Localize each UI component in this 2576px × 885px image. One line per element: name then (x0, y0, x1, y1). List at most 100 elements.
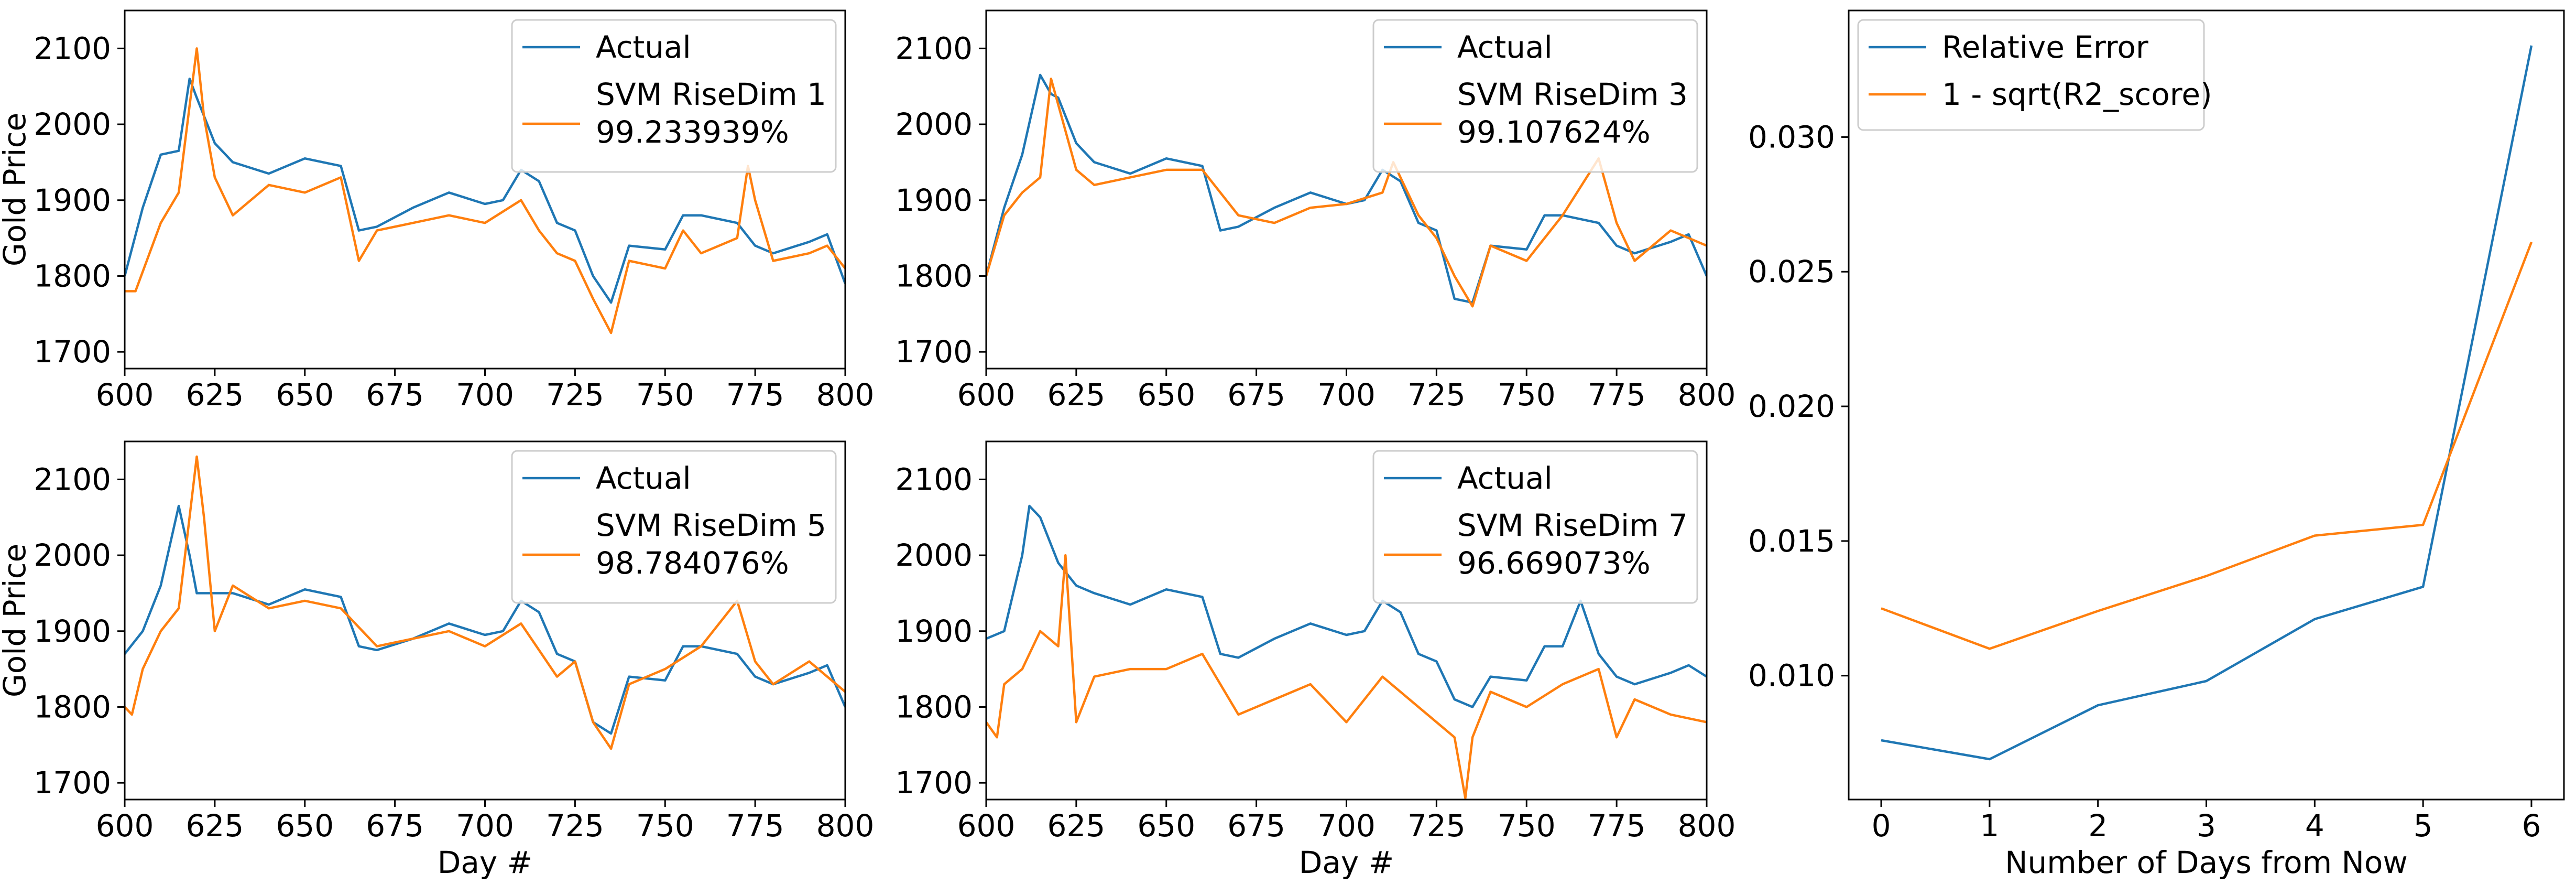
x-tick-label: 800 (1678, 808, 1736, 844)
legend-box (511, 19, 837, 173)
x-tick-label: 700 (456, 808, 514, 844)
y-tick-label: 1900 (895, 182, 973, 218)
y-tick-label: 2100 (895, 461, 973, 497)
y-axis-label: Gold Price (0, 544, 32, 697)
x-tick-label: 3 (2197, 808, 2216, 844)
y-tick-label: 2000 (34, 106, 111, 142)
y-tick-label: 0.025 (1748, 254, 1835, 289)
x-tick-label: 600 (96, 808, 154, 844)
x-tick-label: 750 (1498, 808, 1556, 844)
x-tick-label: 800 (816, 377, 875, 413)
series-line-1 (1881, 241, 2533, 650)
x-tick-label: 675 (1227, 808, 1285, 844)
x-tick-label: 700 (1317, 808, 1376, 844)
x-tick-label: 650 (1137, 377, 1195, 413)
legend-label-1: SVM RiseDim 5 (596, 508, 826, 543)
legend: Actual SVM RiseDim 199.233939% (511, 19, 837, 173)
legend: Actual SVM RiseDim 598.784076% (511, 450, 837, 604)
legend-label-1: 99.233939% (596, 114, 789, 150)
x-tick-label: 700 (1317, 377, 1376, 413)
x-tick-label: 750 (636, 808, 694, 844)
x-tick-label: 625 (186, 808, 244, 844)
x-tick-label: 0 (1872, 808, 1891, 844)
legend-label-1: SVM RiseDim 1 (596, 77, 826, 112)
legend-label-0: Actual (596, 29, 691, 65)
y-tick-label: 2100 (895, 30, 973, 66)
x-tick-label: 650 (276, 377, 334, 413)
series-line-1 (986, 554, 1707, 800)
legend-label-1: SVM RiseDim 7 (1457, 508, 1688, 543)
legend-label-0: Actual (1457, 29, 1553, 65)
y-tick-label: 1700 (895, 765, 973, 801)
series-line-0 (125, 504, 845, 735)
y-tick-label: 0.030 (1748, 119, 1835, 155)
y-tick-label: 1800 (895, 689, 973, 725)
legend-box (511, 450, 837, 604)
x-tick-label: 775 (1588, 808, 1646, 844)
x-tick-label: 725 (1407, 808, 1466, 844)
x-tick-label: 675 (1227, 377, 1285, 413)
x-tick-label: 2 (2088, 808, 2108, 844)
x-tick-label: 650 (1137, 808, 1195, 844)
chart-error-vs-days: 0 1 2 3 4 5 6 0.010 0.015 0.020 0.025 0.030 Number o… (1748, 9, 2565, 880)
legend-label-1: 96.669073% (1457, 545, 1651, 581)
y-tick-label: 1800 (34, 258, 111, 294)
x-tick-label: 750 (1498, 377, 1556, 413)
x-tick-label: 5 (2414, 808, 2433, 844)
x-axis-label: Day # (438, 845, 533, 880)
legend-label-0: Actual (1457, 460, 1553, 496)
y-tick-label: 0.010 (1748, 658, 1835, 694)
x-tick-label: 625 (186, 377, 244, 413)
x-tick-label: 725 (546, 808, 604, 844)
legend-label-0: Actual (596, 460, 691, 496)
x-tick-label: 725 (546, 377, 604, 413)
y-tick-label: 1700 (34, 334, 111, 370)
y-tick-label: 0.015 (1748, 523, 1835, 559)
legend-label-0: Relative Error (1942, 29, 2148, 65)
chart-svm-risedim-1: 600 625 650 675 700 725 750 775 800 1700 1800 1900 2… (0, 9, 875, 413)
y-tick-label: 0.020 (1748, 388, 1835, 424)
x-tick-label: 675 (366, 377, 424, 413)
y-tick-label: 2000 (34, 537, 111, 573)
series-line-0 (986, 73, 1707, 304)
y-tick-label: 2100 (34, 30, 111, 66)
series-line-1 (125, 47, 845, 334)
x-tick-label: 600 (957, 377, 1016, 413)
x-tick-label: 625 (1047, 808, 1106, 844)
y-tick-label: 2100 (34, 461, 111, 497)
x-tick-label: 725 (1407, 377, 1466, 413)
y-tick-label: 1900 (34, 613, 111, 649)
series-line-1 (125, 455, 845, 750)
y-tick-label: 2000 (895, 106, 973, 142)
x-tick-label: 675 (366, 808, 424, 844)
x-tick-label: 775 (1588, 377, 1646, 413)
x-axis-label: Day # (1299, 845, 1394, 880)
y-tick-label: 1800 (895, 258, 973, 294)
y-tick-label: 1900 (34, 182, 111, 218)
legend-box (1372, 450, 1698, 604)
x-tick-label: 750 (636, 377, 694, 413)
legend: Relative Error 1 - sqrt(R2_score) (1857, 19, 2212, 131)
series-line-0 (1881, 45, 2533, 761)
x-axis-label: Number of Days from Now (2005, 845, 2408, 880)
legend-label-1: 1 - sqrt(R2_score) (1942, 77, 2212, 112)
y-tick-label: 2000 (895, 537, 973, 573)
legend: Actual SVM RiseDim 796.669073% (1372, 450, 1698, 604)
x-tick-label: 775 (726, 808, 784, 844)
legend-label-1: SVM RiseDim 3 (1457, 77, 1688, 112)
x-tick-label: 625 (1047, 377, 1106, 413)
y-tick-label: 1800 (34, 689, 111, 725)
legend-label-1: 98.784076% (596, 545, 789, 581)
legend-label-1: 99.107624% (1457, 114, 1651, 150)
chart-svm-risedim-3: 600 625 650 675 700 725 750 775 800 1700 1800 1900 2… (895, 9, 1736, 413)
x-tick-label: 600 (96, 377, 154, 413)
y-tick-label: 1700 (895, 334, 973, 370)
series-line-1 (986, 77, 1707, 308)
x-tick-label: 800 (1678, 377, 1736, 413)
x-tick-label: 775 (726, 377, 784, 413)
y-tick-label: 1900 (895, 613, 973, 649)
legend-box (1372, 19, 1698, 173)
legend: Actual SVM RiseDim 399.107624% (1372, 19, 1698, 173)
legend-box (1857, 19, 2205, 131)
y-axis-label: Gold Price (0, 113, 32, 266)
